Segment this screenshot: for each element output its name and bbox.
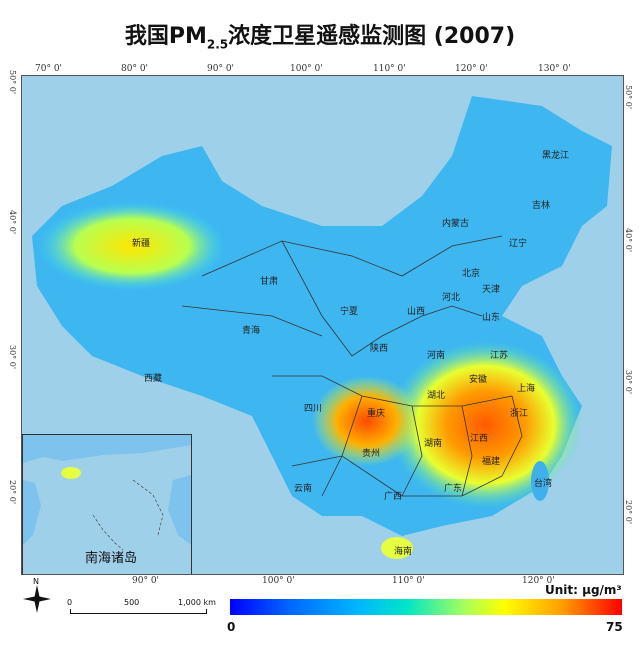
colorbar-unit: Unit: μg/m³ — [545, 583, 622, 597]
province-label: 浙江 — [510, 409, 529, 419]
province-label: 上海 — [517, 384, 536, 394]
lat-label-right: 30° 0' — [624, 370, 633, 395]
province-label: 福建 — [482, 457, 501, 467]
colorbar-min: 0 — [227, 620, 236, 634]
province-label: 江西 — [470, 434, 489, 444]
inset-canvas — [23, 435, 191, 551]
province-label: 新疆 — [132, 239, 151, 249]
province-label: 四川 — [304, 404, 323, 414]
province-label: 广西 — [384, 492, 403, 502]
province-label: 海南 — [394, 547, 413, 557]
lon-label-top: 80° 0' — [121, 64, 149, 74]
province-label: 云南 — [294, 484, 313, 494]
inset-label: 南海诸岛 — [85, 551, 138, 566]
province-label: 河南 — [427, 351, 446, 361]
colorbar-max: 75 — [606, 620, 623, 634]
province-label: 陕西 — [370, 344, 389, 354]
lat-label-left: 50° 0' — [8, 70, 17, 95]
lon-label-bottom: 110° 0' — [392, 576, 425, 586]
scale-bar — [70, 609, 207, 614]
map-title: 我国PM2.5浓度卫星遥感监测图 (2007) — [124, 24, 516, 52]
lon-label-bottom: 120° 0' — [522, 576, 555, 586]
province-label: 湖北 — [427, 391, 446, 401]
province-label: 重庆 — [367, 409, 386, 419]
province-label: 山东 — [482, 313, 501, 323]
province-label: 河北 — [442, 293, 461, 303]
province-label: 辽宁 — [509, 239, 528, 249]
lon-label-top: 70° 0' — [35, 64, 63, 74]
north-arrow — [22, 584, 52, 614]
compass-icon — [23, 585, 51, 613]
province-label: 山西 — [407, 307, 426, 317]
province-label: 甘肃 — [260, 277, 279, 287]
north-label: N — [33, 577, 39, 586]
colorbar — [230, 599, 622, 615]
south-china-sea-inset: 南海诸岛 — [22, 434, 192, 574]
province-label: 吉林 — [532, 201, 551, 211]
scale-label-0: 0 — [67, 598, 73, 607]
province-label: 贵州 — [362, 449, 381, 459]
lat-label-right: 50° 0' — [624, 85, 633, 110]
province-label: 广东 — [444, 484, 463, 494]
pm25-map: 黑龙江 吉林 辽宁 内蒙古 新疆 甘肃 青海 西藏 宁夏 陕西 山西 河北 北京… — [21, 75, 624, 575]
province-label: 台湾 — [534, 479, 553, 489]
lat-label-right: 20° 0' — [624, 500, 633, 525]
lon-label-bottom: 90° 0' — [132, 576, 160, 586]
lat-label-left: 30° 0' — [8, 345, 17, 370]
lon-label-top: 90° 0' — [207, 64, 235, 74]
province-label: 安徽 — [469, 375, 488, 385]
province-label: 黑龙江 — [542, 151, 570, 161]
map-canvas — [32, 96, 612, 559]
lon-label-bottom: 100° 0' — [262, 576, 295, 586]
lat-label-right: 40° 0' — [624, 228, 633, 253]
scale-label-1000: 1,000 km — [178, 598, 216, 607]
province-label: 天津 — [482, 285, 501, 295]
lat-label-left: 40° 0' — [8, 210, 17, 235]
province-label: 西藏 — [144, 374, 163, 384]
province-label: 北京 — [462, 269, 481, 279]
province-label: 内蒙古 — [442, 219, 470, 229]
scale-label-500: 500 — [124, 598, 140, 607]
lon-label-top: 130° 0' — [538, 64, 571, 74]
lat-label-left: 20° 0' — [8, 480, 17, 505]
lon-label-top: 110° 0' — [373, 64, 406, 74]
lon-label-top: 100° 0' — [290, 64, 323, 74]
province-label: 湖南 — [424, 439, 443, 449]
province-label: 宁夏 — [340, 307, 359, 317]
province-label: 青海 — [242, 326, 261, 336]
lon-label-top: 120° 0' — [455, 64, 488, 74]
province-label: 江苏 — [490, 351, 509, 361]
